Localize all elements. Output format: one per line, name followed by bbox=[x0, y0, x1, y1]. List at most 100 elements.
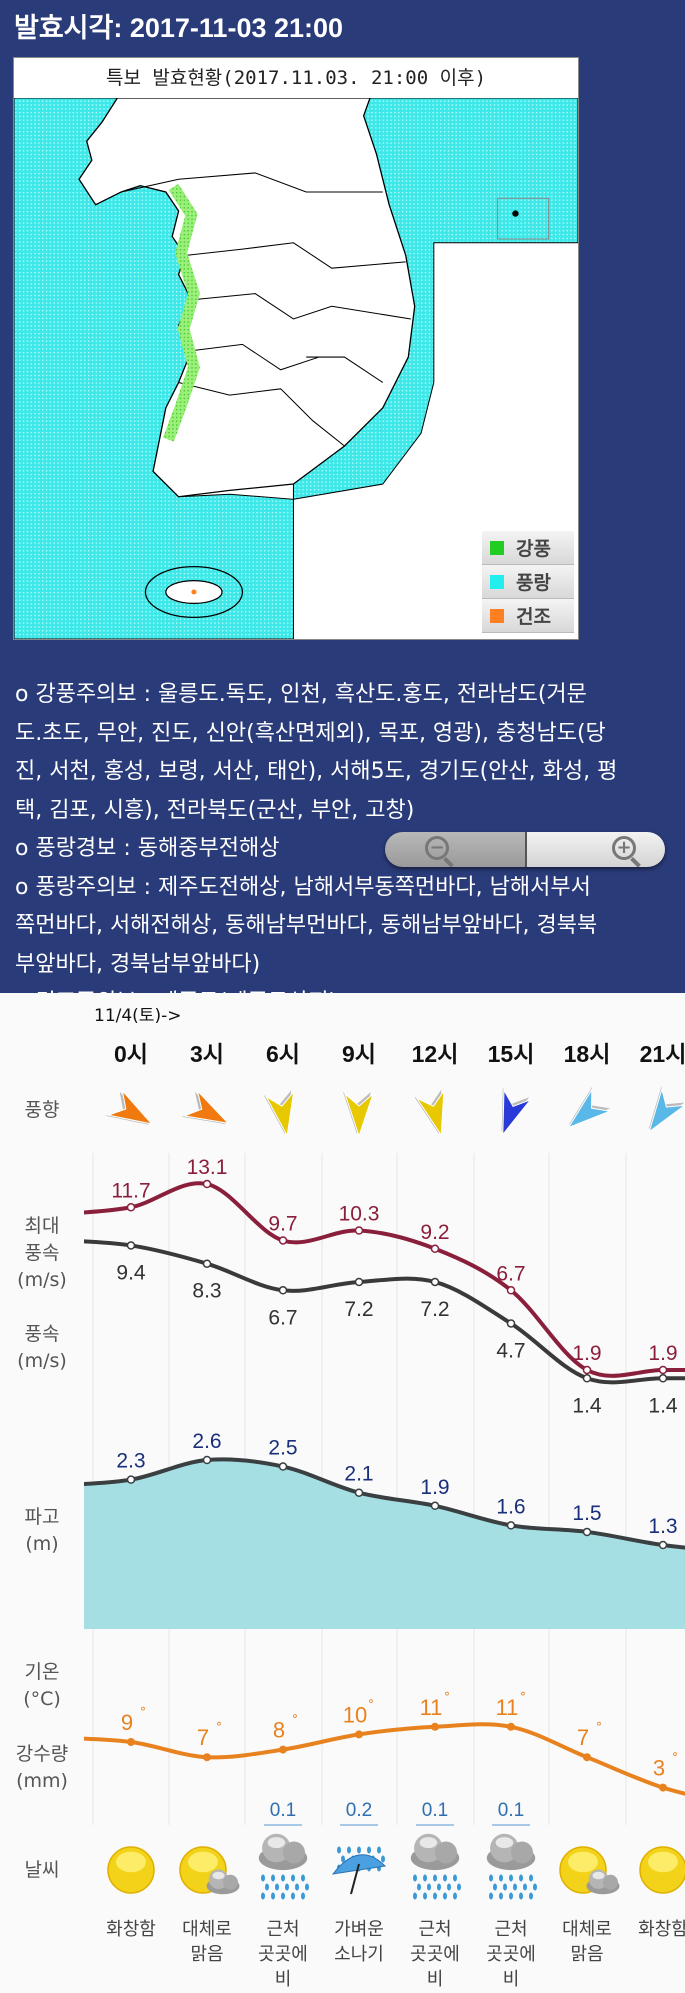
row-label-wind: 풍속 (m/s) bbox=[0, 1321, 84, 1375]
max-wind-value-label: 1.9 bbox=[648, 1342, 677, 1365]
wind-value-label: 8.3 bbox=[192, 1280, 221, 1303]
max-wind-value-label: 10.3 bbox=[339, 1203, 380, 1226]
max-wind-point bbox=[202, 1179, 212, 1189]
wave-value-label: 2.1 bbox=[344, 1463, 373, 1486]
max-wind-value-label: 6.7 bbox=[496, 1262, 525, 1285]
temp-point bbox=[203, 1753, 211, 1762]
precip-value: 0.2 bbox=[346, 1800, 372, 1821]
wind-value-label: 6.7 bbox=[268, 1306, 297, 1329]
hour-label: 3시 bbox=[190, 1041, 224, 1067]
temp-value-label: 7 bbox=[577, 1725, 589, 1750]
legend-item: 풍랑 bbox=[482, 565, 574, 599]
hour-label: 15시 bbox=[488, 1041, 535, 1067]
temp-point bbox=[659, 1783, 667, 1792]
row-label-weather: 날씨 bbox=[24, 1859, 60, 1881]
notice-line: 부앞바다, 경북남부앞바다) bbox=[15, 951, 261, 977]
weather-label: 대체로 bbox=[562, 1919, 612, 1940]
temp-value-label: 9 bbox=[121, 1710, 133, 1735]
temp-point bbox=[431, 1722, 439, 1731]
row-label-temp: 기온 (°C) bbox=[0, 1659, 84, 1713]
legend-label: 강풍 bbox=[516, 538, 551, 560]
max-wind-point bbox=[506, 1286, 516, 1295]
wind-direction-arrow-icon bbox=[263, 1090, 295, 1138]
weather-label: 맑음 bbox=[190, 1944, 223, 1965]
wave-point bbox=[506, 1521, 516, 1530]
temp-line bbox=[84, 1722, 685, 1796]
hour-label: 0시 bbox=[114, 1041, 148, 1067]
wave-point bbox=[582, 1527, 592, 1537]
sun-cloud-icon bbox=[559, 1846, 620, 1895]
wind-value-label: 7.2 bbox=[420, 1298, 449, 1321]
legend-swatch bbox=[490, 574, 504, 589]
weather-label: 가벼운 bbox=[334, 1919, 384, 1940]
umbrella-rain-icon bbox=[331, 1846, 387, 1895]
legend-item: 강풍 bbox=[482, 531, 574, 565]
degree-mark: ° bbox=[140, 1705, 146, 1719]
wind-direction-arrow-icon bbox=[343, 1092, 375, 1138]
hour-label: 12시 bbox=[412, 1041, 459, 1067]
max-wind-point bbox=[278, 1236, 288, 1245]
wave-value-label: 1.9 bbox=[420, 1476, 449, 1499]
wave-point bbox=[354, 1488, 364, 1497]
weather-label: 근처 bbox=[494, 1919, 527, 1940]
wave-value-label: 2.6 bbox=[192, 1430, 221, 1453]
legend-swatch bbox=[490, 608, 504, 623]
wave-point bbox=[278, 1462, 288, 1471]
wind-direction-arrow-icon bbox=[105, 1089, 154, 1125]
legend-label: 건조 bbox=[516, 606, 551, 628]
temp-point bbox=[279, 1745, 287, 1754]
zoom-in-button[interactable]: + bbox=[527, 832, 665, 867]
wave-value-label: 1.5 bbox=[572, 1502, 601, 1525]
label-line: (m) bbox=[25, 1533, 59, 1555]
max-wind-value-label: 13.1 bbox=[187, 1156, 228, 1179]
weather-label: 화창함 bbox=[638, 1919, 685, 1940]
weather-label: 화창함 bbox=[106, 1919, 156, 1940]
notice-line: 쪽먼바다, 서해전해상, 동해남부먼바다, 동해남부앞바다, 경북북 bbox=[15, 913, 598, 938]
notice-line: o 건조주의보 : 제주도(제주도산지) bbox=[15, 984, 675, 993]
label-line: (m/s) bbox=[17, 1350, 67, 1372]
weather-label: 비 bbox=[427, 1969, 444, 1990]
korea-map bbox=[14, 98, 578, 639]
temp-value-label: 11 bbox=[496, 1695, 519, 1720]
warning-map: 특보 발효현황(2017.11.03. 21:00 이후) 강풍 풍랑 건조 bbox=[13, 57, 579, 640]
temp-point bbox=[507, 1722, 515, 1731]
label-line: 풍속 bbox=[24, 1323, 60, 1345]
wind-direction-arrow-icon bbox=[181, 1089, 230, 1125]
row-label-precip: 강수량 (mm) bbox=[0, 1741, 84, 1795]
weather-label: 대체로 bbox=[182, 1919, 232, 1940]
max-wind-value-label: 1.9 bbox=[572, 1342, 601, 1365]
legend-swatch bbox=[490, 540, 504, 555]
wave-line bbox=[84, 1457, 685, 1550]
label-line: 파고 bbox=[24, 1506, 60, 1528]
zoom-in-icon: + bbox=[612, 836, 636, 860]
label-line: (mm) bbox=[16, 1770, 68, 1792]
max-wind-line bbox=[84, 1181, 685, 1378]
row-label-max-wind: 최대 풍속 (m/s) bbox=[0, 1213, 84, 1294]
date-label: 11/4(토)-> bbox=[94, 1006, 181, 1026]
wave-value-label: 2.5 bbox=[268, 1437, 297, 1460]
rain-cloud-icon bbox=[410, 1833, 461, 1900]
temp-value-label: 11 bbox=[420, 1695, 443, 1720]
hour-label: 18시 bbox=[564, 1041, 611, 1067]
wave-point bbox=[658, 1540, 668, 1550]
temp-value-label: 3 bbox=[653, 1756, 665, 1781]
degree-mark: ° bbox=[292, 1713, 298, 1727]
weather-label: 비 bbox=[275, 1969, 292, 1990]
warning-notice-text: o 강풍주의보 : 울릉도.독도, 인천, 흑산도.홍도, 전라남도(거문 도.… bbox=[15, 676, 675, 993]
wind-point bbox=[126, 1241, 136, 1250]
legend-item: 건조 bbox=[482, 599, 574, 633]
temp-value-label: 8 bbox=[273, 1718, 285, 1743]
max-wind-point bbox=[658, 1365, 668, 1375]
zoom-out-button[interactable]: − bbox=[385, 832, 527, 867]
rain-cloud-icon bbox=[258, 1833, 309, 1900]
precip-value: 0.1 bbox=[270, 1800, 296, 1821]
label-line: (°C) bbox=[23, 1688, 61, 1710]
weather-label: 맑음 bbox=[570, 1944, 603, 1965]
hour-label: 21시 bbox=[640, 1041, 685, 1067]
ulleungdo bbox=[512, 210, 519, 217]
max-wind-value-label: 9.7 bbox=[268, 1212, 297, 1235]
degree-mark: ° bbox=[444, 1690, 450, 1704]
notice-line: 진, 서천, 홍성, 보령, 서산, 태안), 서해5도, 경기도(안산, 화성… bbox=[15, 759, 618, 784]
warning-panel: 발효시각: 2017-11-03 21:00 특보 발효현황(2017.11.0… bbox=[0, 0, 685, 993]
notice-line: 도.초도, 무안, 진도, 신안(흑산면제외), 목포, 영광), 충청남도(당 bbox=[15, 720, 606, 746]
